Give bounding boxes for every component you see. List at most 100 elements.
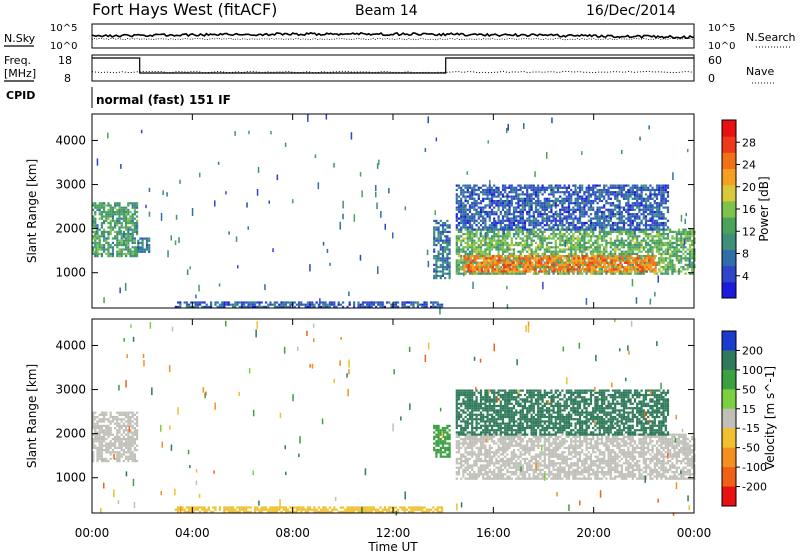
data-cell xyxy=(639,266,642,269)
data-cell xyxy=(179,301,182,304)
data-cell xyxy=(125,217,128,220)
data-cell xyxy=(592,233,595,236)
data-cell xyxy=(127,438,130,441)
data-cell xyxy=(559,208,562,211)
data-cell xyxy=(381,303,384,306)
data-cell xyxy=(501,199,505,203)
data-cell xyxy=(651,193,654,196)
data-cell xyxy=(116,244,119,247)
data-cell xyxy=(662,217,665,220)
data-cell xyxy=(116,252,119,255)
data-cell xyxy=(131,219,134,222)
data-cell xyxy=(647,235,650,238)
data-cell xyxy=(129,457,132,460)
data-cell xyxy=(127,244,130,247)
data-cell xyxy=(648,125,650,130)
data-cell xyxy=(515,244,518,247)
data-cell xyxy=(114,416,117,419)
data-cell xyxy=(240,301,243,304)
data-cell xyxy=(565,206,568,209)
data-cell xyxy=(463,257,466,260)
data-cell xyxy=(543,186,546,189)
data-cell xyxy=(583,208,586,211)
data-cell xyxy=(131,246,134,249)
data-cell xyxy=(616,257,619,260)
data-cell xyxy=(532,272,535,275)
data-cell xyxy=(494,255,497,258)
data-cell xyxy=(495,213,498,216)
data-cell xyxy=(457,237,461,240)
data-cell xyxy=(491,266,494,269)
data-cell xyxy=(543,199,546,203)
data-cell xyxy=(249,305,252,308)
data-cell xyxy=(620,237,623,240)
data-cell xyxy=(562,266,565,269)
data-cell xyxy=(655,206,659,209)
data-cell xyxy=(622,195,626,198)
data-cell xyxy=(480,268,483,271)
data-cell xyxy=(425,301,428,304)
data-cell xyxy=(589,221,593,225)
data-cell xyxy=(464,204,467,207)
data-cell xyxy=(618,233,621,236)
data-cell xyxy=(520,270,523,273)
data-cell xyxy=(585,252,588,255)
data-cell xyxy=(107,460,110,463)
data-cell xyxy=(493,239,496,242)
data-cell xyxy=(477,210,480,214)
data-cell xyxy=(612,263,615,267)
data-cell xyxy=(472,270,475,273)
data-cell xyxy=(574,199,577,203)
data-cell xyxy=(532,230,535,233)
data-cell xyxy=(460,239,463,242)
data-cell xyxy=(642,213,645,216)
data-cell xyxy=(583,215,586,218)
data-cell xyxy=(563,215,566,218)
data-cell xyxy=(574,230,577,233)
data-cell xyxy=(111,433,114,436)
data-cell xyxy=(103,438,106,441)
data-cell xyxy=(496,259,499,262)
data-cell xyxy=(120,427,123,430)
data-cell xyxy=(578,219,582,222)
data-cell xyxy=(493,235,496,238)
data-cell xyxy=(247,305,250,308)
data-cell xyxy=(433,226,436,229)
data-cell xyxy=(587,188,590,192)
data-cell xyxy=(578,239,582,242)
data-cell xyxy=(109,252,112,255)
data-cell xyxy=(660,217,663,220)
data-cell xyxy=(616,237,619,240)
data-cell xyxy=(232,305,235,308)
data-cell xyxy=(583,244,586,247)
data-cell xyxy=(610,257,613,260)
data-cell xyxy=(596,219,599,222)
data-cell xyxy=(563,193,566,196)
data-cell xyxy=(519,199,522,203)
data-cell xyxy=(486,241,489,244)
data-cell xyxy=(143,248,146,251)
data-cell xyxy=(605,217,608,220)
data-cell xyxy=(437,237,440,240)
data-cell xyxy=(570,208,573,211)
data-cell xyxy=(604,270,607,273)
data-cell xyxy=(521,228,524,231)
data-cell xyxy=(485,268,488,271)
data-cell xyxy=(609,226,612,229)
data-cell xyxy=(122,429,125,432)
data-cell xyxy=(107,248,110,251)
data-cell xyxy=(435,237,438,240)
data-cell xyxy=(600,224,604,227)
data-cell xyxy=(284,305,287,308)
data-cell xyxy=(446,235,449,238)
data-cell xyxy=(550,188,553,192)
data-cell xyxy=(582,255,585,258)
data-cell xyxy=(592,241,595,244)
data-cell xyxy=(455,272,458,275)
data-cell xyxy=(111,420,114,423)
data-cell xyxy=(116,237,119,240)
data-cell xyxy=(582,266,585,269)
data-cell xyxy=(433,228,436,231)
data-cell xyxy=(98,241,101,244)
data-cell xyxy=(649,193,652,196)
